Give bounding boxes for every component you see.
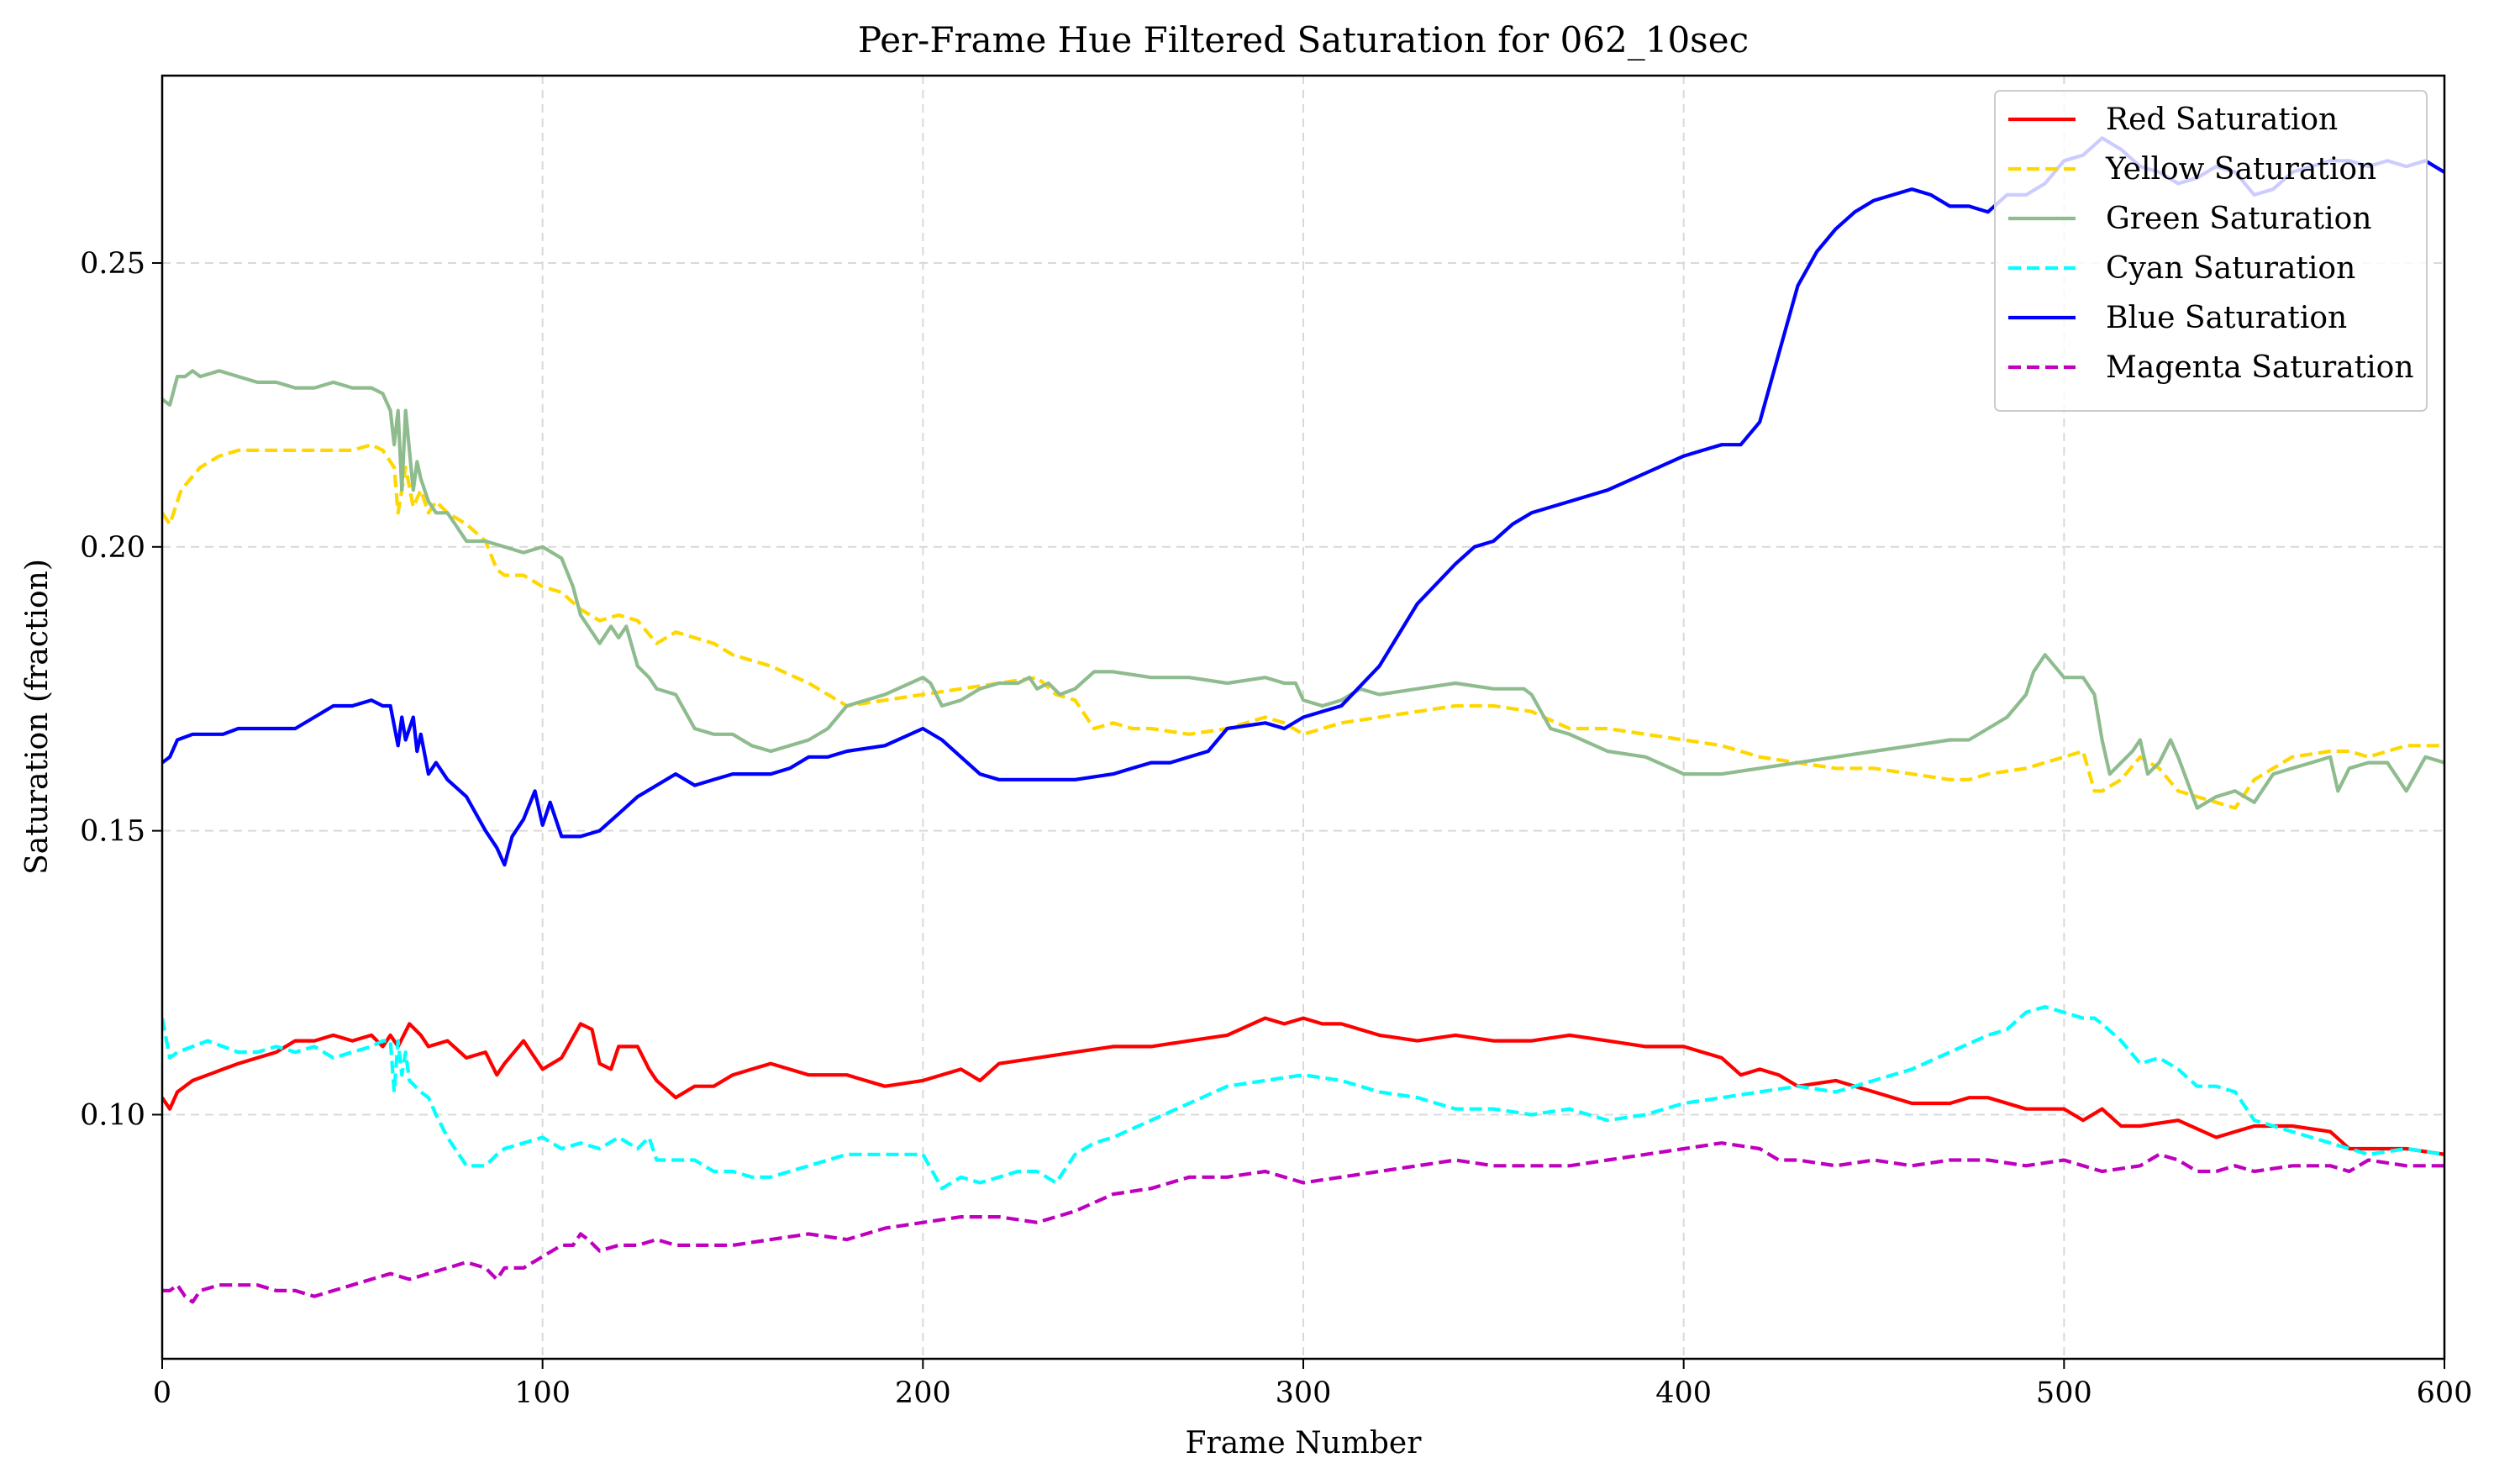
y-axis-label: Saturation (fraction) — [20, 559, 55, 875]
legend-label: Cyan Saturation — [2106, 251, 2355, 286]
y-tick-label: 0.25 — [80, 247, 145, 281]
axis-ticks: 0 100 200 300 400 500 600 0.10 0.15 0.20 0.25 — [80, 247, 2472, 1410]
series-line-green — [162, 369, 2444, 810]
plot-area — [162, 136, 2444, 1304]
y-tick-label: 0.15 — [80, 815, 145, 849]
legend-label: Red Saturation — [2106, 103, 2338, 137]
x-tick-label: 100 — [514, 1376, 571, 1410]
legend-label: Green Saturation — [2106, 202, 2372, 236]
chart-title: Per-Frame Hue Filtered Saturation for 06… — [858, 19, 1749, 61]
x-tick-label: 0 — [153, 1376, 171, 1410]
x-axis-label: Frame Number — [1186, 1426, 1423, 1460]
legend-label: Yellow Saturation — [2105, 152, 2376, 187]
series-line-magenta — [162, 1141, 2444, 1304]
legend-box — [1994, 90, 2428, 412]
x-tick-label: 500 — [2036, 1376, 2092, 1410]
x-tick-label: 200 — [895, 1376, 951, 1410]
x-tick-label: 400 — [1655, 1376, 1712, 1410]
x-tick-label: 600 — [2417, 1376, 2473, 1410]
y-tick-label: 0.10 — [80, 1098, 145, 1132]
legend: Red Saturation Yellow Saturation Green Sat… — [1994, 90, 2428, 412]
y-tick-label: 0.20 — [80, 531, 145, 565]
legend-label: Blue Saturation — [2106, 301, 2347, 335]
x-tick-label: 300 — [1276, 1376, 1332, 1410]
series-line-yellow — [162, 443, 2444, 810]
legend-label: Magenta Saturation — [2106, 350, 2414, 385]
